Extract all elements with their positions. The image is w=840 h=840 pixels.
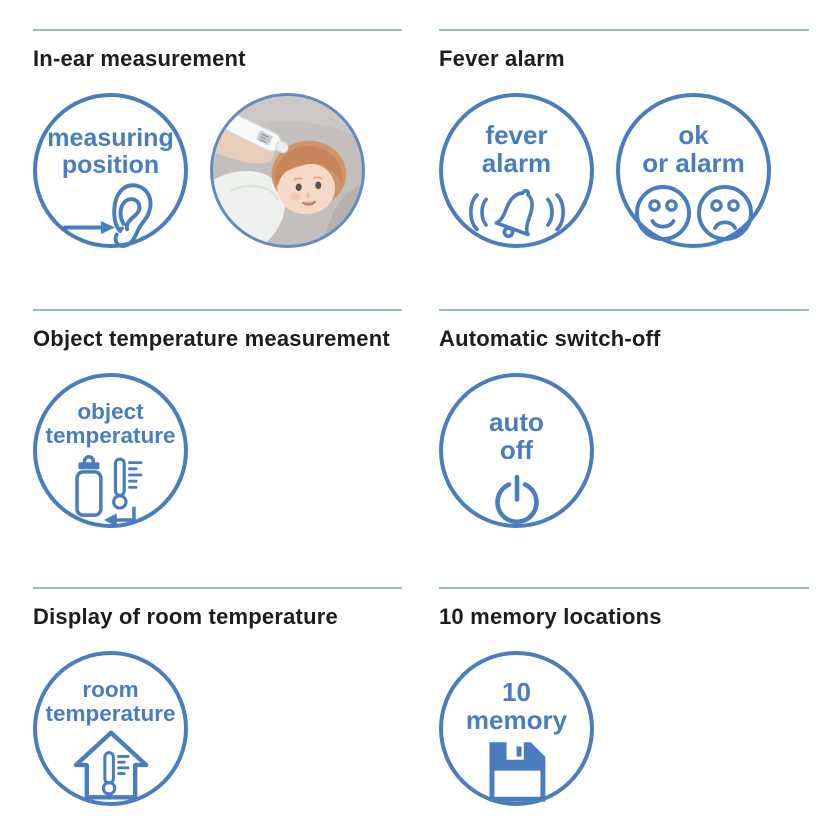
badge-label: ok or alarm	[642, 120, 745, 178]
badge-label: 10 memory	[465, 677, 568, 735]
badge-label: object temperature	[45, 399, 176, 449]
section-heading: Automatic switch-off	[439, 326, 661, 351]
section-memory-locations: 10 memory locations 10 memory	[439, 558, 809, 840]
section-heading: In-ear measurement	[33, 46, 246, 71]
section-divider	[33, 29, 402, 31]
power-symbol-icon	[486, 472, 548, 534]
bottle-thermometer-arrow-icon	[66, 450, 156, 530]
arrow-into-ear-icon	[62, 182, 159, 252]
section-object-temperature: Object temperature measurement object te…	[33, 280, 402, 558]
bell-icon	[494, 188, 534, 238]
section-automatic-switch-off: Automatic switch-off auto off	[439, 280, 809, 558]
baby-bottle-icon	[74, 455, 103, 518]
fever-alarm-badge: fever alarm	[439, 93, 594, 248]
section-heading: Object temperature measurement	[33, 326, 390, 351]
happy-face-icon	[634, 184, 691, 241]
section-divider	[439, 309, 809, 311]
badge-label: fever alarm	[481, 120, 552, 178]
section-heading: Fever alarm	[439, 46, 565, 71]
badge-label: measuring position	[47, 124, 174, 179]
baby-in-ear-thermometer-photo	[210, 93, 365, 248]
arrow-right-icon	[63, 220, 115, 234]
section-divider	[439, 29, 809, 31]
section-divider	[33, 587, 402, 589]
section-heading: Display of room temperature	[33, 604, 338, 629]
section-heading: 10 memory locations	[439, 604, 662, 629]
auto-off-badge: auto off	[439, 373, 594, 528]
house-thermometer-icon	[69, 728, 153, 802]
badge-label: auto off	[489, 407, 544, 465]
thermometer-icon	[101, 751, 129, 796]
section-divider	[439, 587, 809, 589]
happy-sad-faces-icon	[634, 183, 753, 241]
sad-face-icon	[696, 184, 753, 241]
floppy-disk-icon	[485, 741, 549, 802]
section-in-ear-measurement: In-ear measurement measuring position	[33, 0, 402, 280]
sound-waves-icon	[468, 192, 565, 231]
memory-badge: 10 memory	[439, 651, 594, 806]
measuring-position-badge: measuring position	[33, 93, 188, 248]
section-room-temperature: Display of room temperature room tempera…	[33, 558, 402, 840]
object-temperature-badge: object temperature	[33, 373, 188, 528]
thermometer-icon	[111, 457, 142, 510]
section-fever-alarm: Fever alarm fever alarm	[439, 0, 809, 280]
badge-label: room temperature	[45, 677, 176, 727]
ok-or-alarm-badge: ok or alarm	[616, 93, 771, 248]
ear-icon	[112, 182, 153, 248]
room-temperature-badge: room temperature	[33, 651, 188, 806]
section-divider	[33, 309, 402, 311]
ringing-bell-icon	[466, 184, 568, 244]
arrow-left-icon	[103, 506, 136, 527]
house-icon	[73, 730, 148, 800]
